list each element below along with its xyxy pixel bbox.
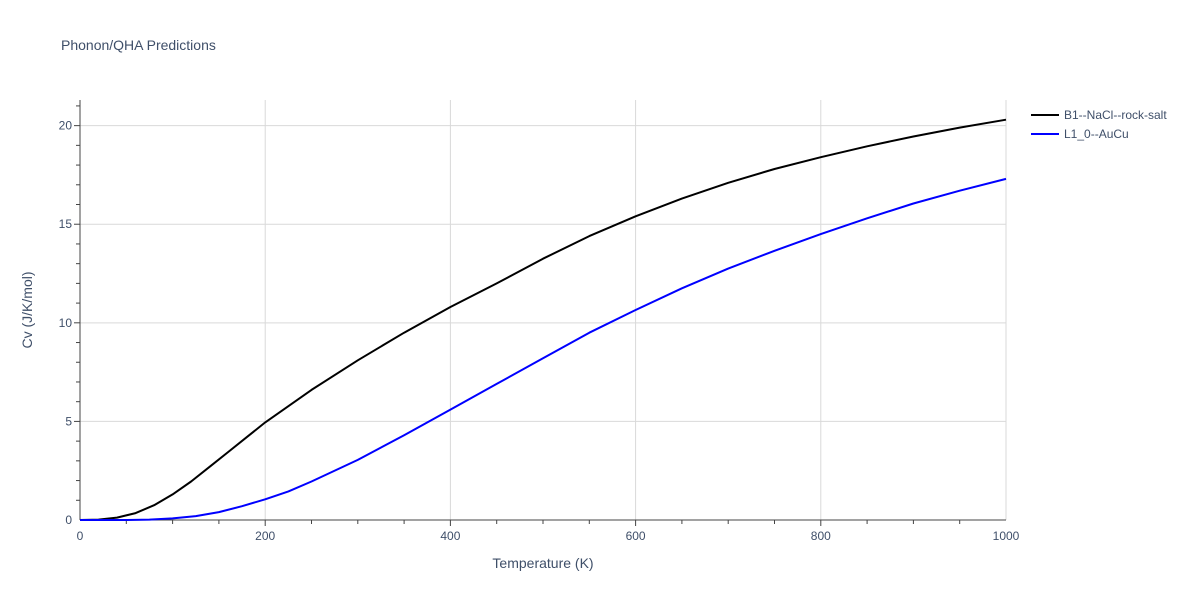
- grid: [80, 100, 1007, 520]
- series-line-1: [80, 177, 1007, 521]
- y-tick-label: 5: [65, 414, 72, 428]
- x-tick-label: 800: [811, 529, 831, 543]
- y-axis-title: Cv (J/K/mol): [19, 272, 35, 349]
- x-tick-label: 600: [626, 529, 646, 543]
- series-group: [79, 118, 1007, 521]
- legend: B1--NaCl--rock-salt L1_0--AuCu: [1031, 108, 1167, 141]
- chart-title: Phonon/QHA Predictions: [61, 37, 216, 53]
- x-tick-label: 200: [255, 529, 275, 543]
- series-line-0: [79, 118, 1007, 521]
- y-tick-label: 0: [65, 513, 72, 527]
- legend-label-1: L1_0--AuCu: [1064, 127, 1129, 141]
- y-tick-label: 15: [59, 217, 73, 231]
- x-tick-label: 400: [440, 529, 460, 543]
- x-tick-labels: 0 200 400 600 800 1000: [77, 529, 1020, 543]
- x-tick-label: 1000: [993, 529, 1020, 543]
- y-tick-label: 10: [59, 316, 73, 330]
- x-tick-label: 0: [77, 529, 84, 543]
- x-axis-title: Temperature (K): [492, 555, 593, 571]
- legend-label-0: B1--NaCl--rock-salt: [1064, 108, 1167, 122]
- y-tick-labels: 0 5 10 15 20: [59, 119, 73, 527]
- axes: [74, 100, 1006, 526]
- y-tick-label: 20: [59, 119, 73, 133]
